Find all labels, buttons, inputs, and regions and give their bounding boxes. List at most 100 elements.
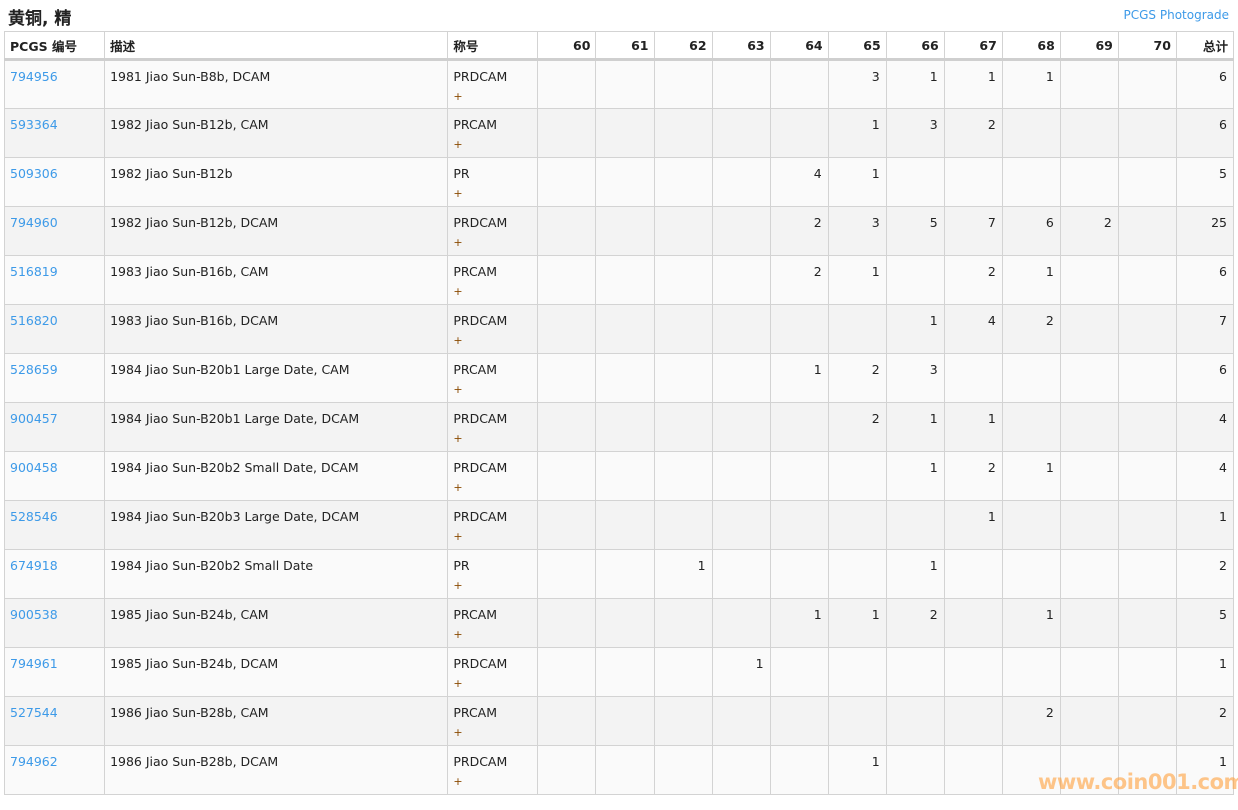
description-cell: 1984 Jiao Sun-B20b3 Large Date, DCAM — [104, 500, 449, 550]
grade-count-67: 2 — [943, 255, 1003, 305]
grade-count-65 — [827, 304, 887, 354]
description-cell: 1982 Jiao Sun-B12b, DCAM — [104, 206, 449, 256]
pcgs-number-link[interactable]: 794961 — [10, 656, 58, 671]
plus-grade-indicator: + — [453, 775, 463, 788]
column-header-total[interactable]: 总计 — [1175, 31, 1235, 61]
grade-count-61 — [595, 402, 655, 452]
grade-count-64 — [769, 500, 829, 550]
grade-count-61 — [595, 304, 655, 354]
grade-count-68: 1 — [1001, 255, 1061, 305]
column-header-grade-63[interactable]: 63 — [711, 31, 771, 61]
grade-count-65: 1 — [827, 598, 887, 648]
grade-count-62 — [653, 647, 713, 697]
grade-count-69 — [1059, 108, 1119, 158]
description-cell: 1986 Jiao Sun-B28b, CAM — [104, 696, 449, 746]
grade-count-62 — [653, 598, 713, 648]
pcgs-number-link[interactable]: 900538 — [10, 607, 58, 622]
grade-count-61 — [595, 451, 655, 501]
grade-count-63 — [711, 157, 771, 207]
pcgs-cell: 516820 — [3, 304, 106, 354]
column-header-grade-66[interactable]: 66 — [885, 31, 945, 61]
grade-count-61 — [595, 745, 655, 795]
pcgs-number-link[interactable]: 516819 — [10, 264, 58, 279]
total-count: 7 — [1175, 304, 1235, 354]
pcgs-number-link[interactable]: 516820 — [10, 313, 58, 328]
total-count: 2 — [1175, 696, 1235, 746]
grade-count-63 — [711, 108, 771, 158]
grade-count-66 — [885, 745, 945, 795]
grade-count-69 — [1059, 598, 1119, 648]
grade-count-60 — [537, 59, 597, 109]
column-header-pcgs[interactable]: PCGS 编号 — [3, 31, 106, 61]
grade-count-70 — [1117, 745, 1177, 795]
grade-count-70 — [1117, 353, 1177, 403]
designation-text: PRCAM — [453, 362, 498, 377]
grade-count-65 — [827, 500, 887, 550]
grade-count-65: 1 — [827, 157, 887, 207]
grade-count-60 — [537, 304, 597, 354]
grade-count-66 — [885, 255, 945, 305]
grade-count-61 — [595, 598, 655, 648]
pcgs-number-link[interactable]: 593364 — [10, 117, 58, 132]
column-header-grade-61[interactable]: 61 — [595, 31, 655, 61]
designation-cell: PRDCAM + — [447, 500, 539, 550]
pcgs-cell: 794961 — [3, 647, 106, 697]
grade-count-69 — [1059, 549, 1119, 599]
grade-count-61 — [595, 157, 655, 207]
column-header-grade-70[interactable]: 70 — [1117, 31, 1177, 61]
grade-count-62: 1 — [653, 549, 713, 599]
pcgs-number-link[interactable]: 794956 — [10, 69, 58, 84]
watermark: www.coin001.com — [1038, 770, 1238, 794]
pcgs-number-link[interactable]: 900457 — [10, 411, 58, 426]
column-header-designation[interactable]: 称号 — [447, 31, 539, 61]
description-cell: 1983 Jiao Sun-B16b, DCAM — [104, 304, 449, 354]
column-header-grade-65[interactable]: 65 — [827, 31, 887, 61]
pcgs-number-link[interactable]: 527544 — [10, 705, 58, 720]
pcgs-number-link[interactable]: 528546 — [10, 509, 58, 524]
pcgs-photograde-link[interactable]: PCGS Photograde — [1123, 8, 1229, 22]
table-row: 900538 1985 Jiao Sun-B24b, CAM PRCAM +1 1 2 1 5 — [3, 598, 1235, 648]
designation-cell: PRCAM + — [447, 353, 539, 403]
grade-count-64 — [769, 451, 829, 501]
table-row: 516820 1983 Jiao Sun-B16b, DCAM PRDCAM +1 4 2… — [3, 304, 1235, 354]
grade-count-62 — [653, 353, 713, 403]
designation-cell: PRDCAM + — [447, 402, 539, 452]
grade-count-69 — [1059, 255, 1119, 305]
pcgs-number-link[interactable]: 794960 — [10, 215, 58, 230]
pcgs-number-link[interactable]: 509306 — [10, 166, 58, 181]
grade-count-66: 3 — [885, 108, 945, 158]
plus-grade-indicator: + — [453, 530, 463, 543]
pcgs-number-link[interactable]: 794962 — [10, 754, 58, 769]
grade-count-65: 1 — [827, 255, 887, 305]
pcgs-number-link[interactable]: 674918 — [10, 558, 58, 573]
grade-count-70 — [1117, 451, 1177, 501]
pcgs-number-link[interactable]: 900458 — [10, 460, 58, 475]
designation-cell: PRDCAM + — [447, 451, 539, 501]
grade-count-63 — [711, 304, 771, 354]
column-header-grade-67[interactable]: 67 — [943, 31, 1003, 61]
grade-count-64: 1 — [769, 353, 829, 403]
grade-count-62 — [653, 745, 713, 795]
column-header-grade-62[interactable]: 62 — [653, 31, 713, 61]
designation-cell: PRDCAM + — [447, 745, 539, 795]
designation-cell: PRDCAM + — [447, 59, 539, 109]
column-header-grade-60[interactable]: 60 — [537, 31, 597, 61]
total-count: 5 — [1175, 157, 1235, 207]
table-row: 593364 1982 Jiao Sun-B12b, CAM PRCAM +1 3 2 6 — [3, 108, 1235, 158]
grade-count-66 — [885, 647, 945, 697]
pcgs-number-link[interactable]: 528659 — [10, 362, 58, 377]
grade-count-61 — [595, 696, 655, 746]
grade-count-60 — [537, 647, 597, 697]
column-header-grade-68[interactable]: 68 — [1001, 31, 1061, 61]
pcgs-cell: 794962 — [3, 745, 106, 795]
plus-grade-indicator: + — [453, 236, 463, 249]
grade-count-64: 1 — [769, 598, 829, 648]
column-header-grade-64[interactable]: 64 — [769, 31, 829, 61]
grade-count-70 — [1117, 598, 1177, 648]
designation-text: PRCAM — [453, 117, 498, 132]
column-header-grade-69[interactable]: 69 — [1059, 31, 1119, 61]
description-cell: 1981 Jiao Sun-B8b, DCAM — [104, 59, 449, 109]
grade-count-67: 2 — [943, 108, 1003, 158]
column-header-description[interactable]: 描述 — [104, 31, 449, 61]
plus-grade-indicator: + — [453, 90, 463, 103]
